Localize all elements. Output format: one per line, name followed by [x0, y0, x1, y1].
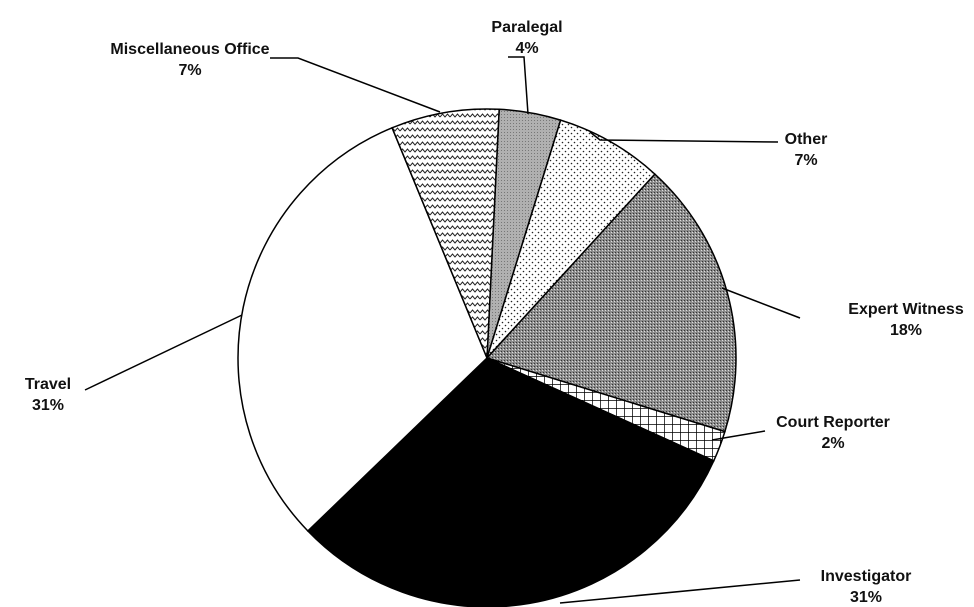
pie-slice	[485, 173, 737, 433]
slice-label: Expert Witness	[848, 301, 964, 318]
pie-slice	[306, 357, 715, 607]
slice-label: Other	[785, 131, 828, 148]
slice-value-label: 4%	[515, 40, 538, 57]
leader-line	[84, 314, 243, 391]
pie-slice	[486, 119, 656, 359]
slice-value-label: 31%	[850, 589, 882, 606]
leader-line	[508, 56, 529, 115]
pie-slice	[237, 126, 488, 533]
slice-value-label: 2%	[821, 435, 844, 452]
slice-label: Court Reporter	[776, 414, 890, 431]
slice-value-label: 18%	[890, 322, 922, 339]
leader-line	[559, 579, 801, 604]
slice-value-label: 31%	[32, 397, 64, 414]
leader-line	[589, 131, 779, 143]
pie-slice	[391, 108, 500, 359]
slice-label: Investigator	[821, 568, 912, 585]
slice-label: Paralegal	[491, 19, 562, 36]
slice-label: Travel	[25, 376, 71, 393]
leader-line	[711, 430, 766, 441]
slice-label: Miscellaneous Office	[110, 41, 269, 58]
leader-line	[270, 57, 441, 113]
slice-value-label: 7%	[178, 62, 201, 79]
slice-value-label: 7%	[794, 152, 817, 169]
leader-line	[721, 287, 801, 319]
